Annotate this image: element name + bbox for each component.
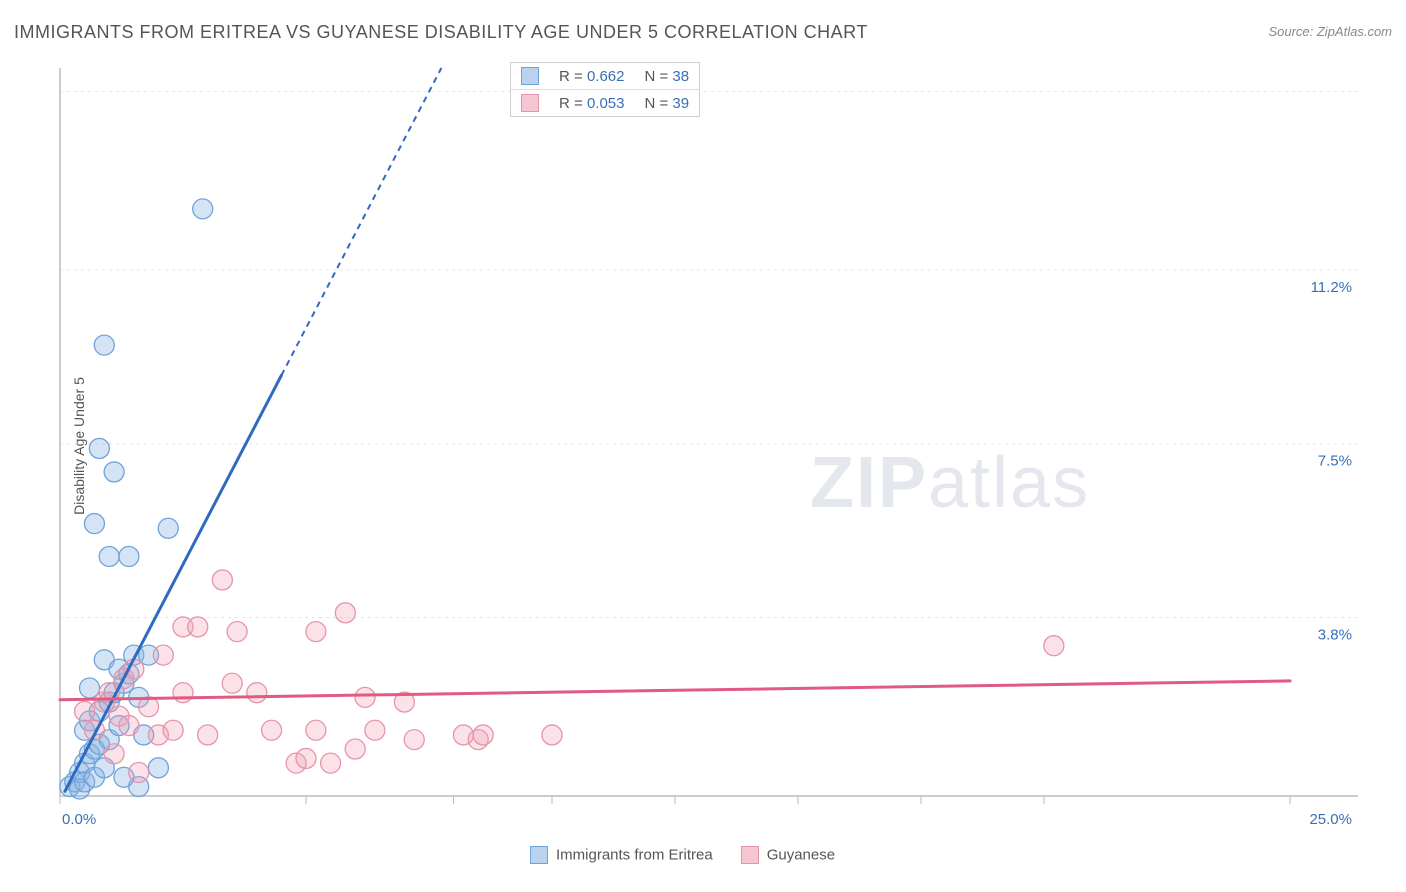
legend-item: Guyanese	[741, 846, 835, 863]
svg-text:11.2%: 11.2%	[1311, 279, 1352, 296]
series-swatch	[521, 94, 539, 112]
stats-row: R = 0.662N = 38	[511, 63, 699, 90]
chart-svg: 3.8% 7.5% 11.2% 0.0% 25.0%	[50, 62, 1358, 832]
stat-n: 38	[672, 68, 689, 85]
chart-title: IMMIGRANTS FROM ERITREA VS GUYANESE DISA…	[14, 22, 868, 42]
stat-r: 0.053	[587, 95, 625, 112]
legend-label: Guyanese	[767, 847, 835, 864]
svg-text:25.0%: 25.0%	[1309, 811, 1352, 828]
svg-text:0.0%: 0.0%	[62, 811, 96, 828]
stats-legend: R = 0.662N = 38R = 0.053N = 39	[510, 62, 700, 117]
source-label: Source: ZipAtlas.com	[1268, 24, 1392, 39]
plot-area: 3.8% 7.5% 11.2% 0.0% 25.0%	[50, 62, 1358, 832]
stat-n: 39	[672, 95, 689, 112]
legend-item: Immigrants from Eritrea	[530, 846, 713, 863]
stat-r: 0.662	[587, 68, 625, 85]
svg-text:3.8%: 3.8%	[1318, 627, 1352, 644]
legend-swatch	[741, 846, 759, 864]
series-legend: Immigrants from Eritrea Guyanese	[530, 846, 863, 864]
legend-swatch	[530, 846, 548, 864]
stats-row: R = 0.053N = 39	[511, 90, 699, 117]
series-swatch	[521, 67, 539, 85]
svg-text:7.5%: 7.5%	[1318, 453, 1352, 470]
legend-label: Immigrants from Eritrea	[556, 847, 713, 864]
